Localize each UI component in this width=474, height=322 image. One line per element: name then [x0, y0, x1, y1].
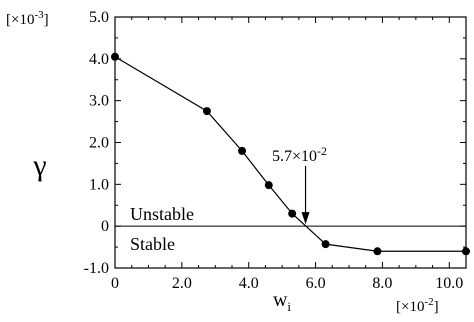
data-point	[111, 52, 119, 61]
stable-region-label: Stable	[130, 234, 175, 254]
x-multiplier-label: [×10-2]	[396, 296, 439, 315]
y-tick-label: 0	[101, 218, 109, 235]
threshold-annotation: 5.7×10-2	[272, 144, 327, 165]
x-tick-label: 6.0	[306, 275, 326, 292]
threshold-arrow-head	[301, 212, 310, 225]
x-tick-label: 10.0	[435, 275, 463, 292]
x-tick-label: 0	[111, 275, 119, 292]
unstable-region-label: Unstable	[130, 204, 194, 224]
y-multiplier-label: [×10-3]	[6, 9, 49, 28]
data-point	[321, 240, 330, 249]
y-axis-label: γ	[32, 149, 46, 182]
y-tick-label: -1.0	[84, 260, 109, 277]
y-tick-label: 3.0	[89, 93, 109, 110]
data-point	[202, 107, 211, 116]
data-point	[373, 247, 382, 256]
y-tick-label: 2.0	[89, 135, 109, 152]
series-line	[114, 56, 466, 252]
tick-layer: 0 2.0 4.0 6.0 8.0 10.0-1.001.02.03.04.05.0	[84, 9, 467, 292]
series-layer	[111, 52, 470, 256]
x-tick-label: 2.0	[172, 275, 192, 292]
plot-frame	[114, 16, 467, 269]
data-point	[462, 247, 470, 256]
y-tick-label: 5.0	[89, 9, 109, 26]
data-point	[238, 146, 247, 155]
x-axis-label: wi	[273, 289, 291, 314]
x-tick-label: 4.0	[239, 275, 259, 292]
label-layer: [×10-3] [×10-2] γ wi 5.7×10-2 Unstable S…	[6, 9, 439, 315]
reference-layer	[115, 166, 466, 227]
y-tick-label: 4.0	[89, 51, 109, 68]
data-point	[264, 181, 273, 190]
data-point	[288, 209, 297, 218]
y-tick-label: 1.0	[89, 176, 109, 193]
x-tick-label: 8.0	[372, 275, 392, 292]
plot-frame-layer	[114, 16, 467, 269]
